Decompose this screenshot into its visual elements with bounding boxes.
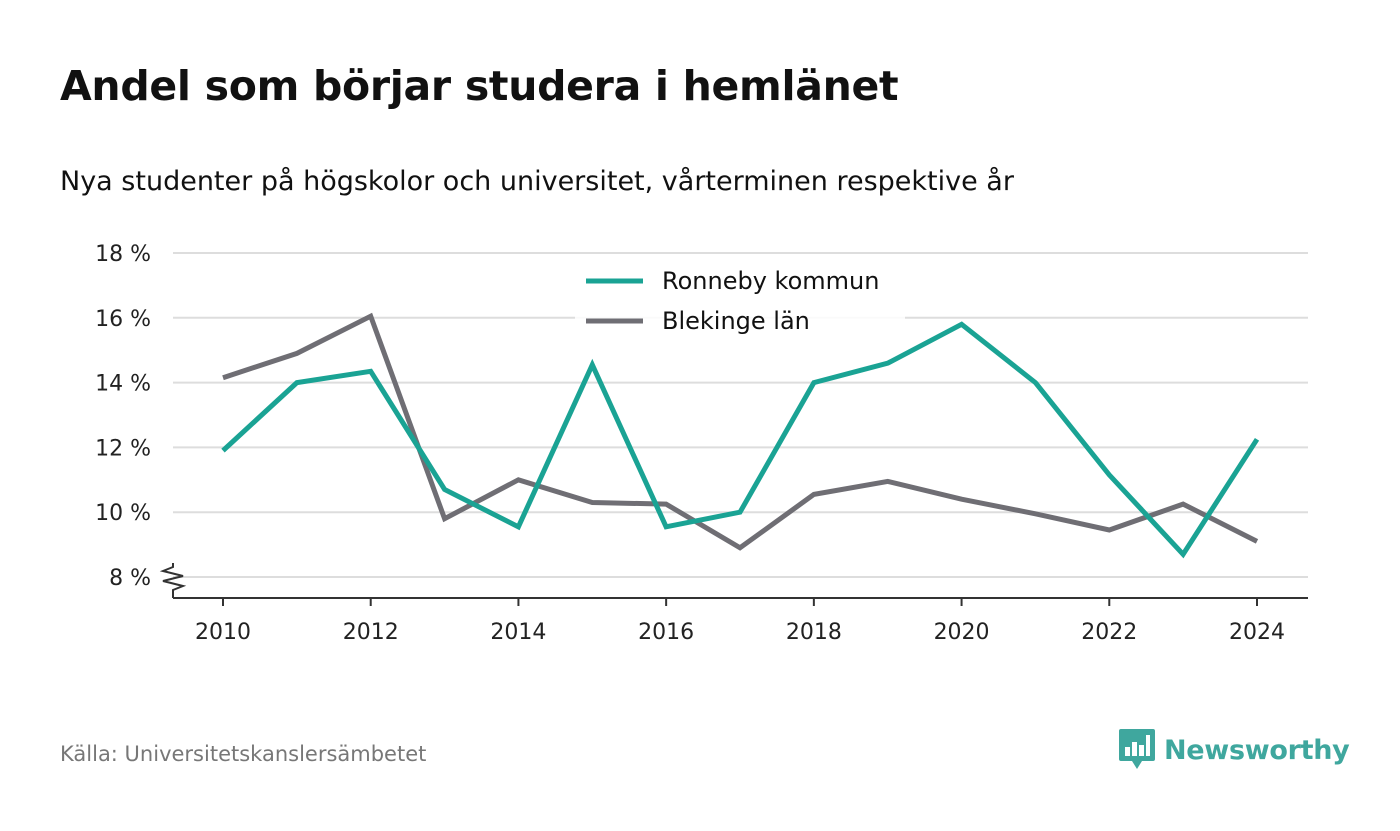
brand-name: Newsworthy	[1164, 734, 1350, 766]
y-tick-label: 10 %	[95, 501, 151, 526]
legend: Ronneby kommun Blekinge län	[575, 262, 905, 342]
series-line-1	[222, 312, 1259, 551]
chart-title: Andel som börjar studera i hemlänet	[60, 62, 899, 110]
y-tick-label: 14 %	[95, 372, 151, 397]
legend-label: Blekinge län	[662, 307, 810, 335]
chart-subtitle: Nya studenter på högskolor och universit…	[60, 166, 1014, 197]
y-tick-label: 8 %	[109, 566, 151, 591]
series-line-0	[221, 321, 1260, 559]
y-tick-label: 12 %	[95, 436, 151, 461]
y-tick-label: 16 %	[95, 307, 151, 332]
legend-background	[575, 262, 905, 342]
series-lines	[221, 312, 1260, 559]
legend-label: Ronneby kommun	[662, 267, 879, 295]
x-axis	[159, 563, 1308, 599]
source-note: Källa: Universitetskanslersämbetet	[60, 742, 427, 766]
brand-logo: Newsworthy	[1118, 728, 1350, 772]
y-axis-ticks: 8 % 10 % 12 % 14 % 16 % 18 %	[95, 242, 151, 591]
y-tick-label: 18 %	[95, 242, 151, 267]
x-tick-label: 2020	[934, 620, 990, 645]
x-tick-label: 2010	[195, 620, 251, 645]
x-tick-label: 2022	[1081, 620, 1137, 645]
x-tick-label: 2024	[1229, 620, 1285, 645]
newsworthy-logo-icon	[1119, 729, 1155, 769]
x-tick-label: 2016	[638, 620, 694, 645]
x-tick-label: 2018	[786, 620, 842, 645]
x-axis-ticks: 2010 2012 2014 2016 2018 2020 2022 2024	[195, 598, 1285, 645]
x-tick-label: 2014	[490, 620, 546, 645]
x-tick-label: 2012	[343, 620, 399, 645]
axis-break-icon	[159, 563, 187, 598]
